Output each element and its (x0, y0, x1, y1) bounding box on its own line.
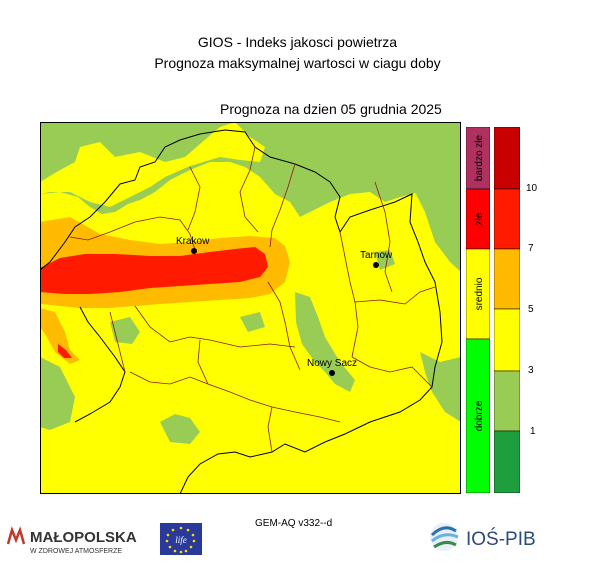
area-green-west (40, 357, 75, 430)
legend-cat-label-bad: złe (474, 212, 485, 225)
model-version: GEM-AQ v332--d (255, 518, 333, 529)
forecast-date: Prognoza na dzien 05 grudnia 2025 (220, 101, 442, 117)
scale-tick-3: 3 (528, 365, 534, 376)
district-borders (69, 146, 436, 453)
scale-band-3-5 (493, 308, 521, 372)
area-green-small-2 (375, 250, 395, 270)
title-line-2: Prognoza maksymalnej wartosci w ciagu do… (154, 55, 441, 71)
legend-cat-bad (465, 188, 491, 250)
malopolska-mark-icon (6, 526, 26, 545)
map-frame (40, 122, 461, 494)
city-tarnow: Tarnow (360, 250, 393, 268)
legend-cat-label-good: dobrze (474, 400, 485, 431)
area-orange-sw (40, 308, 80, 364)
area-green-south (160, 414, 200, 444)
area-green-top (40, 122, 461, 222)
scale-band-10plus (493, 126, 521, 190)
scale-tick-10: 10 (526, 183, 538, 194)
scale-band-1-3 (493, 370, 521, 432)
area-yellow-upper-inner (40, 122, 265, 207)
area-green-east (390, 122, 461, 272)
ios-pib-logo: IOŚ-PIB (428, 521, 558, 560)
legend-cat-good (465, 338, 491, 494)
category-legend: bardzo złe złe srednio dobrze (465, 126, 491, 494)
title-line-1: GIOS - Indeks jakosci powietrza (197, 34, 398, 50)
eu-life-text: life (175, 535, 187, 545)
malopolska-subtitle: W ZDROWEJ ATMOSFERZE (30, 548, 122, 555)
area-green-small-1 (110, 317, 140, 344)
city-nowy-sacz: Nowy Sacz (307, 358, 357, 376)
scale-tick-7: 7 (528, 243, 534, 254)
air-quality-map: Krakow Tarnow Nowy Sacz (39, 122, 461, 495)
legend-cat-moderate (465, 248, 491, 340)
ios-pib-text: IOŚ-PIB (466, 528, 536, 550)
city-label-tarnow: Tarnow (360, 250, 393, 261)
legend-cat-label-very-bad: bardzo złe (474, 134, 485, 181)
scale-band-0-1 (493, 430, 521, 494)
eu-stars-icon (165, 526, 196, 554)
scale-band-7-10 (493, 188, 521, 250)
scale-tick-5: 5 (528, 304, 534, 315)
city-krakow: Krakow (176, 236, 210, 254)
area-green-small-3 (240, 312, 265, 332)
area-red-sw (58, 344, 72, 358)
city-label-nowy-sacz: Nowy Sacz (307, 358, 357, 369)
area-red (40, 247, 268, 294)
scale-band-5-7 (493, 248, 521, 310)
city-label-krakow: Krakow (176, 236, 210, 247)
malopolska-title: MAŁOPOLSKA (30, 529, 137, 546)
area-green-center (295, 292, 355, 392)
map-canvas: Krakow Tarnow Nowy Sacz (39, 122, 461, 495)
malopolska-logo: MAŁOPOLSKA W ZDROWEJ ATMOSFERZE (6, 522, 154, 561)
eu-life-logo: life (160, 523, 202, 560)
color-scale (493, 126, 521, 494)
legend-cat-label-moderate: srednio (474, 277, 485, 310)
area-green-southeast (420, 352, 461, 422)
ios-globe-icon (430, 523, 459, 551)
scale-tick-1: 1 (530, 426, 536, 437)
